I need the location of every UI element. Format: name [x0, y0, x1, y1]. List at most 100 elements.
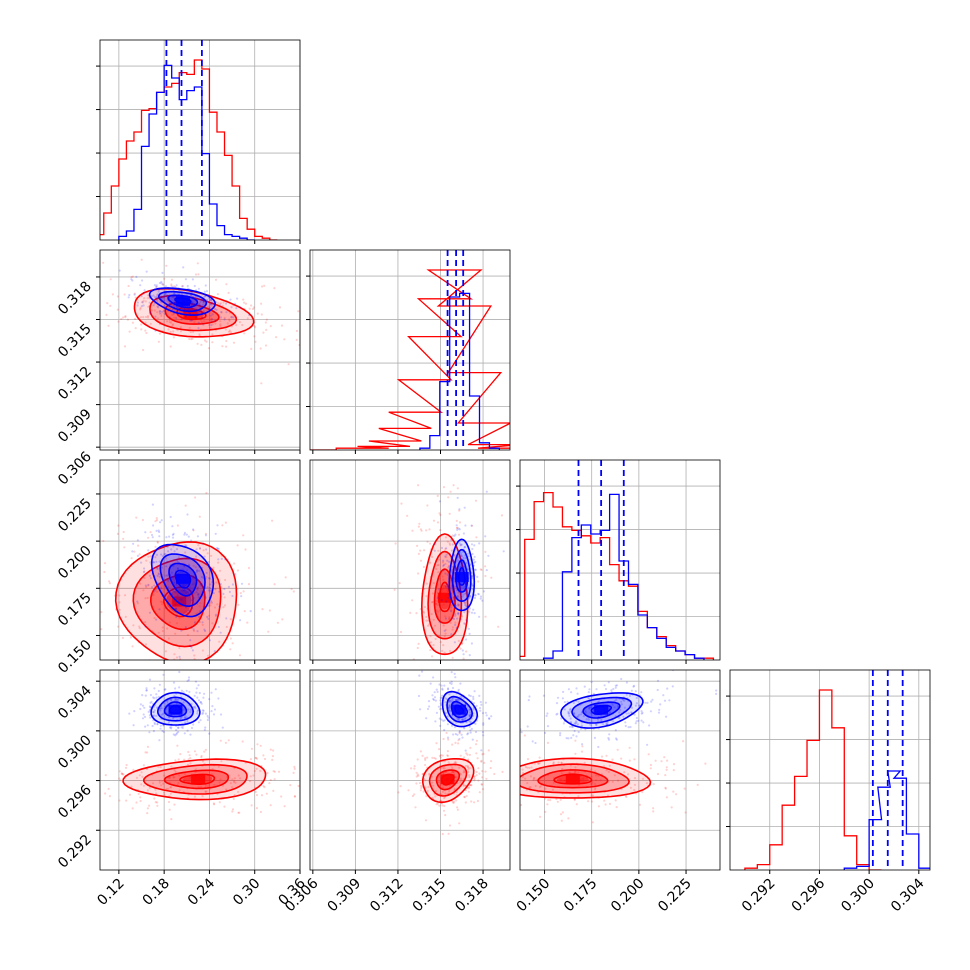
- sample-point: [225, 345, 228, 348]
- sample-point: [463, 611, 466, 614]
- sample-point: [484, 770, 487, 773]
- sample-point: [146, 315, 150, 318]
- sample-point: [204, 313, 207, 316]
- sample-point: [159, 295, 162, 298]
- sample-point: [196, 712, 199, 715]
- sample-point: [479, 700, 482, 704]
- sample-point: [459, 587, 462, 590]
- sample-point: [462, 586, 465, 589]
- sample-point: [434, 602, 438, 605]
- sample-point: [411, 794, 414, 798]
- sample-point: [461, 736, 464, 739]
- sample-point: [534, 741, 537, 745]
- sample-point: [738, 777, 740, 779]
- sample-point: [618, 711, 621, 714]
- sample-point: [147, 555, 150, 558]
- sample-point: [453, 761, 456, 765]
- x-tick-label: 0.300: [838, 876, 878, 916]
- sample-point: [220, 760, 223, 763]
- sample-point: [441, 688, 444, 691]
- sample-point: [559, 798, 562, 802]
- sample-point: [172, 312, 175, 315]
- sample-point: [142, 784, 146, 787]
- density-contour: [132, 557, 222, 648]
- sample-point: [465, 620, 469, 623]
- sample-point: [207, 347, 211, 350]
- sample-point: [448, 617, 451, 620]
- sample-point: [463, 717, 466, 721]
- sample-point: [467, 787, 470, 790]
- sample-point: [207, 560, 210, 564]
- sample-point: [442, 603, 445, 606]
- sample-point: [616, 748, 619, 751]
- y-tick-label: 0.225: [55, 495, 95, 535]
- sample-point: [287, 363, 290, 366]
- sample-point: [627, 712, 630, 715]
- sample-point: [435, 599, 438, 602]
- sample-point: [186, 513, 189, 516]
- sample-point: [235, 324, 238, 327]
- sample-point: [219, 713, 223, 716]
- sample-point: [442, 772, 445, 775]
- sample-point: [171, 717, 175, 720]
- sample-point: [479, 595, 483, 598]
- sample-point: [415, 771, 418, 774]
- sample-point: [215, 581, 218, 584]
- sample-point: [608, 802, 612, 806]
- sample-point: [444, 686, 446, 688]
- sample-point: [103, 662, 105, 664]
- sample-point: [193, 705, 197, 708]
- y-tick-label: 0.200: [55, 543, 95, 583]
- sample-point: [431, 601, 434, 604]
- sample-point: [468, 654, 471, 657]
- sample-point: [641, 777, 645, 780]
- sample-point: [179, 657, 182, 660]
- sample-point: [581, 743, 584, 746]
- sample-point: [128, 293, 131, 297]
- sample-point: [425, 795, 428, 798]
- sample-point: [414, 806, 417, 809]
- sample-point: [149, 312, 152, 315]
- sample-point: [450, 680, 453, 683]
- sample-point: [128, 793, 132, 796]
- sample-point: [493, 772, 496, 776]
- sample-point: [121, 773, 124, 776]
- sample-point: [326, 756, 328, 758]
- sample-point: [645, 782, 649, 785]
- sample-point: [118, 269, 121, 272]
- sample-point: [231, 786, 234, 789]
- sample-point: [155, 693, 158, 696]
- sample-point: [164, 285, 168, 288]
- sample-point: [446, 750, 449, 753]
- sample-point: [443, 804, 446, 808]
- sample-point: [458, 542, 461, 545]
- sample-point: [583, 709, 587, 712]
- sample-point: [197, 544, 200, 547]
- sample-point: [240, 582, 244, 585]
- sample-point: [189, 331, 192, 334]
- sample-point: [449, 552, 452, 556]
- sample-point: [656, 688, 659, 692]
- sample-point: [161, 554, 164, 558]
- sample-point: [199, 583, 202, 586]
- sample-point: [175, 733, 178, 736]
- sample-point: [244, 548, 247, 551]
- sample-point: [149, 555, 152, 558]
- sample-point: [178, 789, 181, 792]
- sample-point: [658, 708, 661, 712]
- sample-point: [448, 708, 451, 711]
- density-contour: [571, 696, 633, 724]
- sample-point: [607, 737, 610, 740]
- sample-point: [418, 522, 421, 525]
- sample-point: [268, 609, 271, 612]
- sample-point: [617, 704, 620, 708]
- sample-point: [209, 298, 212, 301]
- sample-point: [462, 653, 465, 656]
- density-contour: [159, 553, 206, 608]
- sample-point: [269, 748, 272, 751]
- sample-point: [155, 714, 158, 718]
- sample-point: [467, 786, 471, 789]
- sample-point: [442, 719, 445, 723]
- sample-point: [471, 584, 474, 587]
- sample-point: [464, 603, 467, 607]
